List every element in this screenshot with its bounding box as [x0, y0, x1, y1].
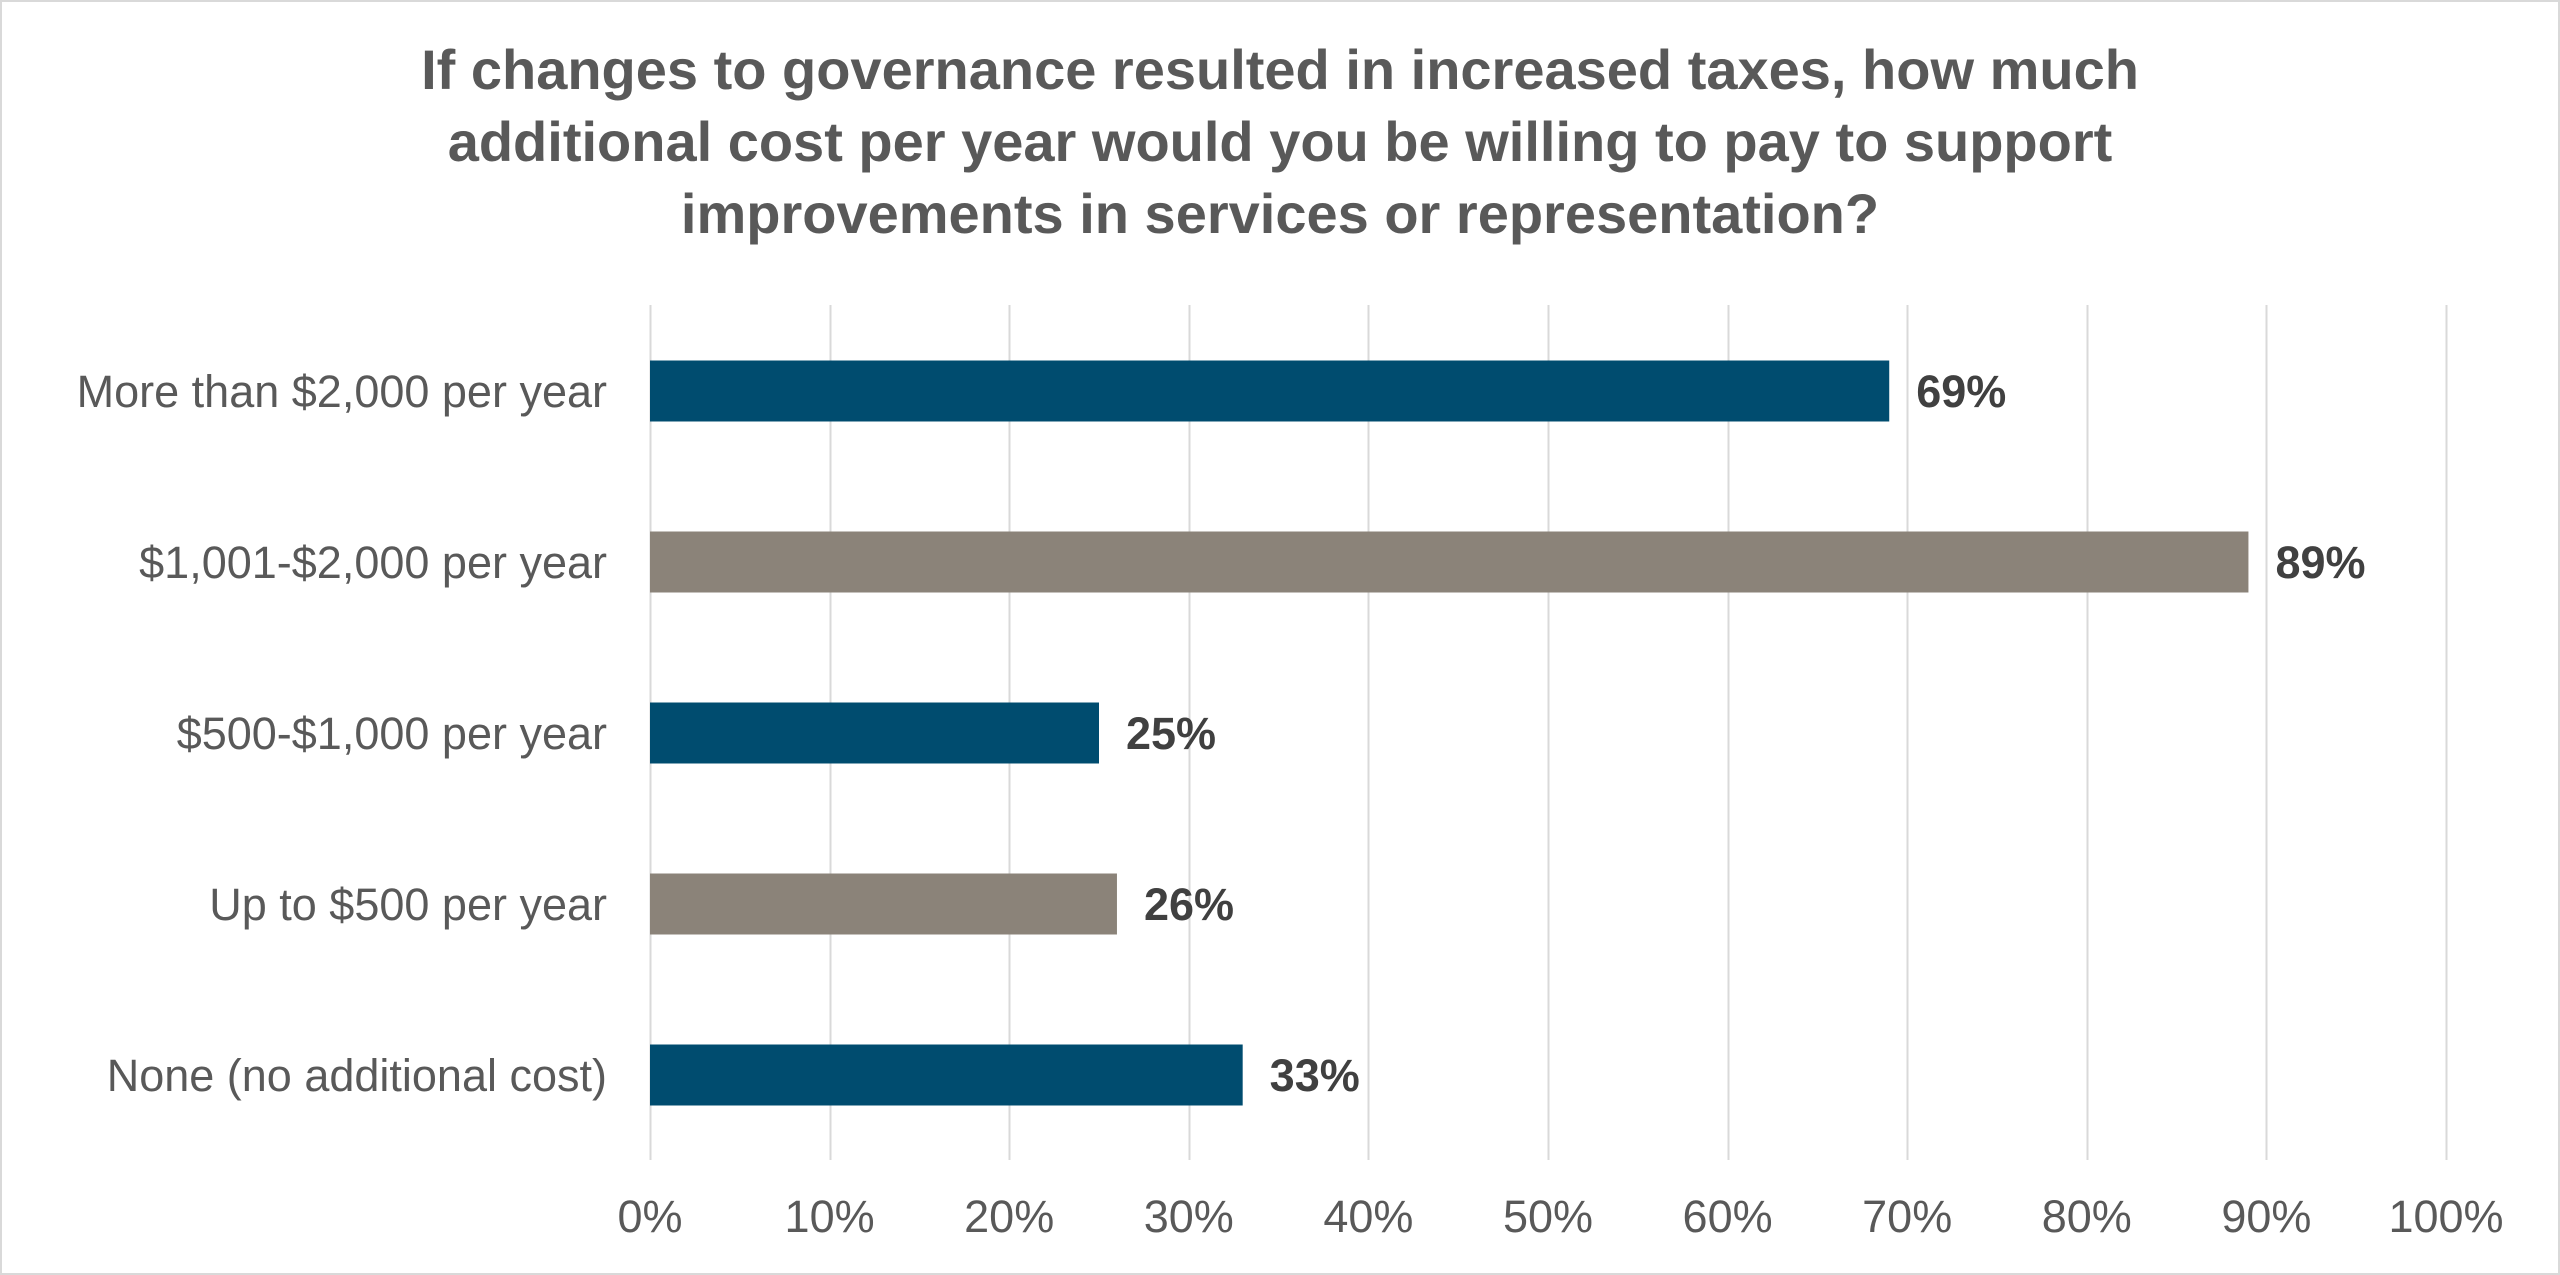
x-tick-label: 60%	[1683, 1191, 1773, 1242]
chart-title-line-3: improvements in services or representati…	[680, 182, 1880, 245]
chart-title-line-2: additional cost per year would you be wi…	[447, 110, 2113, 173]
data-label: 69%	[1916, 366, 2006, 417]
chart-title: If changes to governance resulted in inc…	[180, 34, 2380, 250]
category-label: None (no additional cost)	[107, 1050, 607, 1101]
x-axis-tick-labels: 0% 10% 20% 30% 40% 50% 60% 70% 80% 90% 100%	[617, 1191, 2503, 1242]
x-tick-label: 50%	[1503, 1191, 1593, 1242]
bar	[650, 531, 2249, 593]
x-tick-label: 40%	[1323, 1191, 1413, 1242]
data-label: 89%	[2275, 537, 2365, 588]
category-label: $1,001-$2,000 per year	[139, 537, 607, 588]
category-labels: More than $2,000 per year $1,001-$2,000 p…	[77, 366, 607, 1101]
data-label: 26%	[1144, 879, 1234, 930]
bar	[650, 1044, 1243, 1106]
x-tick-label: 20%	[964, 1191, 1054, 1242]
x-tick-label: 100%	[2388, 1191, 2503, 1242]
data-labels: 69% 89% 25% 26% 33%	[1126, 366, 2366, 1101]
bar	[650, 873, 1117, 935]
category-label: Up to $500 per year	[209, 879, 607, 930]
data-label: 33%	[1270, 1050, 1360, 1101]
data-label: 25%	[1126, 708, 1216, 759]
bar	[650, 360, 1890, 422]
x-tick-label: 70%	[1862, 1191, 1952, 1242]
x-tick-label: 10%	[785, 1191, 875, 1242]
category-label: $500-$1,000 per year	[177, 708, 607, 759]
x-tick-label: 90%	[2221, 1191, 2311, 1242]
x-tick-label: 0%	[617, 1191, 682, 1242]
x-tick-label: 80%	[2042, 1191, 2132, 1242]
x-tick-label: 30%	[1144, 1191, 1234, 1242]
category-label: More than $2,000 per year	[77, 366, 607, 417]
bars	[650, 360, 2249, 1106]
chart-title-line-1: If changes to governance resulted in inc…	[421, 38, 2139, 101]
bar	[650, 702, 1099, 764]
